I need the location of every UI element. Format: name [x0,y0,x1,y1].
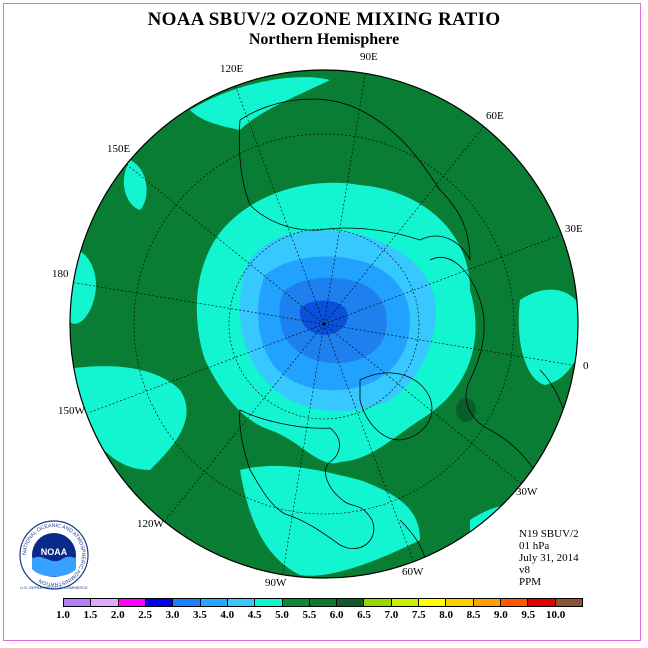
colorbar-swatch [282,599,310,606]
lon-label-30w: 30W [516,486,538,498]
colorbar-swatch [446,599,474,606]
dark-green-spot [456,398,476,422]
colorbar-tick-label: 2.0 [110,609,125,621]
colorbar-swatch [64,599,92,606]
info-block: N19 SBUV/2 01 hPa July 31, 2014 v8 PPM [519,528,579,588]
meridian-90e [323,70,367,325]
info-date: July 31, 2014 [519,552,579,564]
cyan-patch-south [240,465,420,576]
lon-label-90w: 90W [265,577,287,589]
meridian-90w [281,323,325,578]
colorbar-tick-label: 9.0 [494,609,508,621]
colorbar-tick-label: 10.0 [546,609,566,621]
colorbar-tick-label: 8.0 [439,609,454,621]
colorbar-swatch [555,599,582,606]
logo-bottom-text: U.S. DEPARTMENT OF COMMERCE [20,585,88,590]
colorbar-ticks: 1.0 1.5 2.0 2.5 3.0 3.5 4.0 4.5 5.0 5.5 6.0 6.5 7.0 7… [0,609,648,623]
colorbar-swatch [309,599,338,606]
meridian-150e [125,163,325,325]
colorbar-swatch [419,599,447,606]
meridian-120w [163,323,325,523]
map-boundary [69,69,579,579]
colorbar-swatch [391,599,420,606]
colorbar-swatch [473,599,501,606]
info-satellite: N19 SBUV/2 [519,528,579,540]
map-title: NOAA SBUV/2 OZONE MIXING RATIO [147,9,501,30]
info-unit: PPM [519,576,542,588]
colorbar-swatch [501,599,529,606]
meridian-180 [70,281,325,325]
lon-label-60w: 60W [402,566,424,578]
meridian-0 [323,323,578,367]
meridian-30w [323,323,523,485]
coastline-europe [429,257,541,481]
colorbar-tick-label: 7.0 [384,609,399,621]
logo-text: NOAA [41,547,68,557]
info-level: 01 hPa [519,540,550,552]
lon-label-60e: 60E [486,110,504,122]
figure-frame [3,3,641,641]
colorbar-tick-label: 7.5 [411,609,426,621]
colorbar-swatch [528,599,556,606]
colorbar-swatch [364,599,392,606]
colorbar-tick-label: 6.5 [357,609,371,621]
colorbar-swatch [173,599,201,606]
lon-label-120w: 120W [137,518,164,530]
cyan-patch-southwest [70,366,187,470]
coastline-asia [238,98,471,261]
meridian-60e [323,125,485,325]
colorbar-swatch [227,599,256,606]
coastline-greenland [359,372,433,441]
lon-label-30e: 30E [565,223,583,235]
latitude-circle-30 [133,133,515,515]
colorbar-tick-label: 2.5 [138,609,152,621]
colorbar-tick-label: 1.5 [83,609,98,621]
colorbar-tick-label: 6.0 [329,609,344,621]
map-subtitle: Northern Hemisphere [248,31,400,48]
meridian-120e [234,84,325,325]
colorbar-swatch [118,599,146,606]
lon-label-120e: 120E [220,63,244,75]
colorbar-swatch [337,599,365,606]
info-version: v8 [519,564,530,576]
colorbar-tick-label: 9.5 [521,609,536,621]
colorbar-tick-label: 3.0 [165,609,180,621]
cyan-patch-northeast [123,160,147,210]
colorbar-tick-label: 4.5 [247,609,262,621]
lon-label-150e: 150E [107,143,131,155]
lon-label-150w: 150W [58,405,85,417]
band-2-5-core [299,300,348,336]
lon-label-180: 180 [52,268,69,280]
colorbar-tick-label: 5.0 [275,609,289,621]
coastline-north-america [239,409,375,549]
colorbar-tick-label: 3.5 [192,609,207,621]
colorbar-tick-label: 1.0 [56,609,70,621]
colorbar-swatch [91,599,119,606]
colorbar-tick-label: 4.0 [220,609,235,621]
colorbar [63,598,583,607]
colorbar-tick-label: 5.5 [302,609,317,621]
colorbar-swatch [200,599,228,606]
latitude-circle-60 [228,228,420,420]
cyan-patch-north [190,77,330,130]
lon-label-90e: 90E [360,51,378,63]
colorbar-tick-label: 8.5 [466,609,481,621]
colorbar-swatch [255,599,283,606]
cyan-patch-east [518,289,578,385]
noaa-logo: NATIONAL OCEANIC AND ATMOSPHERIC ADMINIS… [19,520,89,590]
colorbar-swatch [145,599,174,606]
lon-label-0: 0 [583,360,589,372]
